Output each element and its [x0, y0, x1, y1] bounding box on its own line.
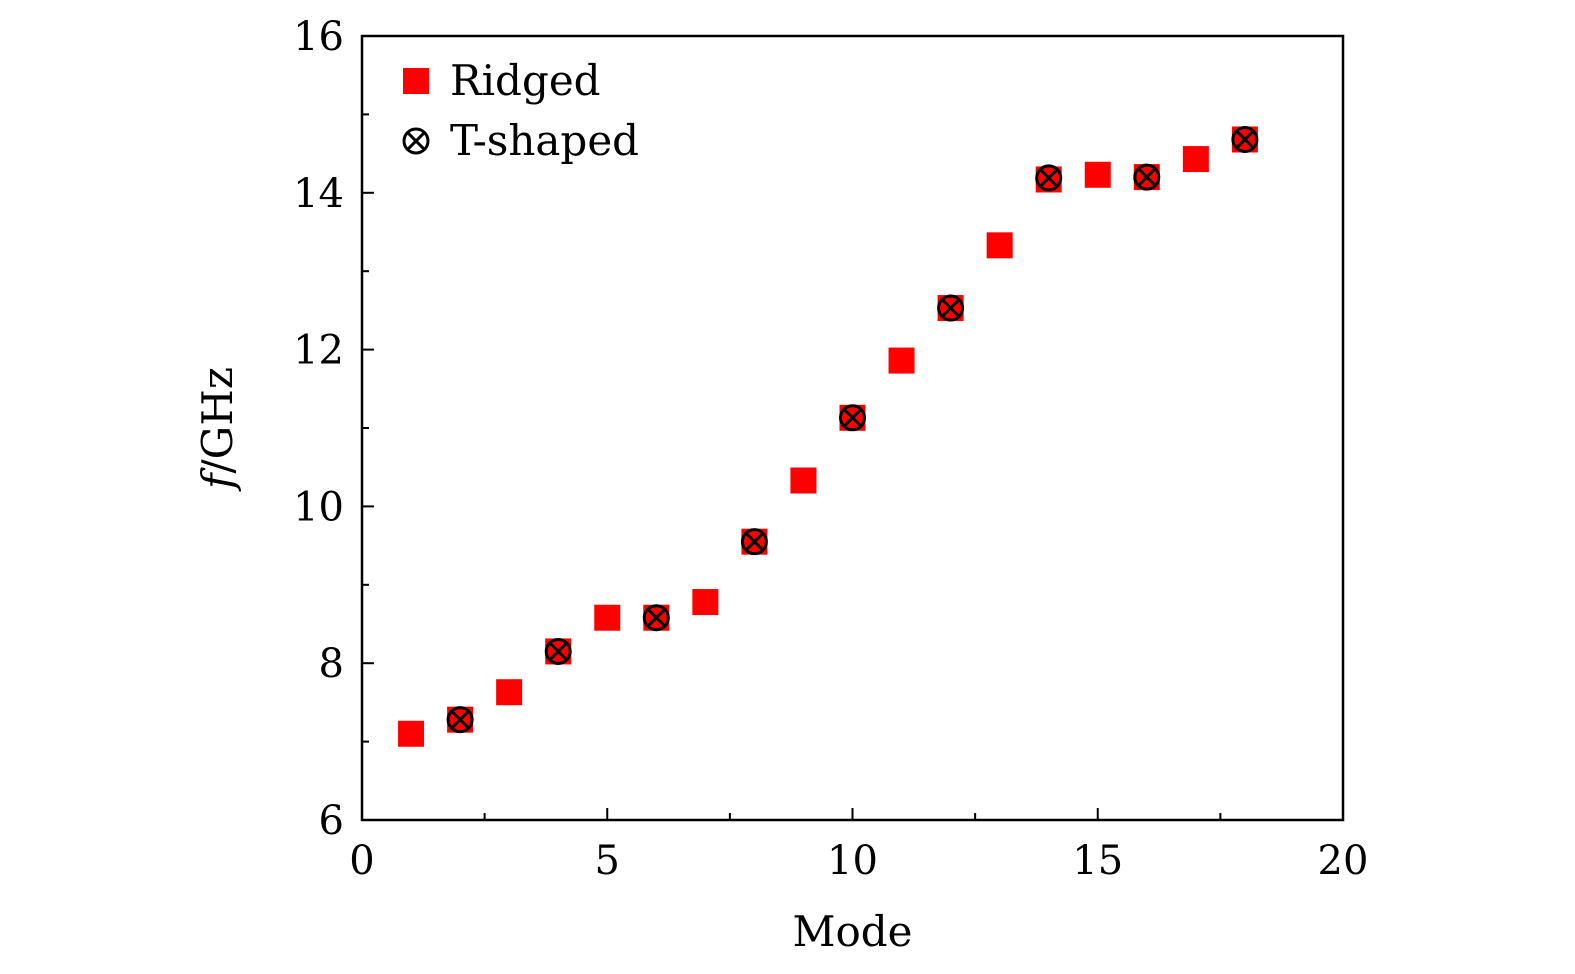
y-tick-label: 16 — [293, 14, 344, 60]
data-point — [839, 404, 866, 432]
data-point — [692, 589, 719, 616]
x-axis: 0 5 10 15 20 — [349, 808, 1368, 884]
marker-cross-b — [406, 131, 426, 151]
data-point — [1084, 161, 1111, 188]
marker-circle — [642, 604, 670, 632]
y-axis-title: f/GHz — [193, 367, 242, 492]
x-tick-label: 5 — [595, 838, 620, 884]
marker-circle — [1231, 125, 1259, 153]
x-tick-label: 15 — [1072, 838, 1123, 884]
y-tick-label: 12 — [293, 328, 344, 374]
x-tick-label: 0 — [349, 838, 374, 884]
data-point — [740, 528, 768, 556]
data-point — [937, 294, 965, 322]
data-point — [496, 679, 523, 706]
marker-cross-b — [1137, 167, 1157, 187]
legend-label: Ridged — [450, 56, 601, 105]
marker-circle — [446, 706, 474, 734]
y-tick-label: 8 — [319, 641, 344, 687]
legend-marker — [402, 127, 430, 155]
marker-cross-b — [744, 531, 765, 552]
data-point — [790, 467, 817, 494]
marker-circle — [1035, 164, 1063, 192]
data-point — [1182, 146, 1209, 173]
y-axis: 6 8 10 12 14 16 — [293, 14, 374, 844]
x-axis-title: Mode — [792, 907, 912, 956]
legend-item: T-shaped — [402, 116, 639, 165]
data-point — [544, 637, 572, 665]
data-point — [642, 604, 670, 632]
data-point — [446, 706, 474, 734]
marker-circle — [544, 637, 572, 665]
series-t-shaped — [446, 125, 1259, 734]
marker-circle — [402, 127, 430, 155]
legend-marker — [403, 68, 429, 94]
data-point — [1133, 163, 1161, 191]
y-tick-label: 14 — [293, 171, 344, 217]
series-layer — [398, 125, 1259, 747]
marker-circle — [1133, 163, 1161, 191]
x-tick-label: 20 — [1318, 838, 1369, 884]
legend: Ridged T-shaped — [402, 56, 639, 165]
x-tick-label: 10 — [827, 838, 878, 884]
marker-cross-b — [1235, 129, 1255, 150]
marker-cross-b — [842, 408, 863, 428]
marker-cross-b — [548, 641, 568, 662]
data-point — [594, 604, 621, 631]
marker-cross-b — [646, 608, 667, 628]
y-tick-label: 10 — [293, 484, 344, 530]
legend-label: T-shaped — [450, 116, 639, 165]
series-ridged — [398, 126, 1258, 747]
marker-cross-b — [940, 298, 961, 318]
y-tick-label: 6 — [319, 798, 344, 844]
marker-cross-b — [450, 709, 470, 730]
data-point — [888, 347, 915, 374]
marker-circle — [937, 294, 965, 322]
data-point — [986, 232, 1013, 259]
marker-circle — [839, 404, 866, 432]
marker-circle — [740, 528, 768, 556]
marker-cross-b — [1038, 168, 1059, 188]
legend-item: Ridged — [403, 56, 601, 105]
y-axis-title-rest: /GHz — [193, 367, 242, 473]
data-point — [1231, 125, 1259, 153]
data-point — [398, 720, 425, 747]
data-point — [1035, 164, 1063, 192]
